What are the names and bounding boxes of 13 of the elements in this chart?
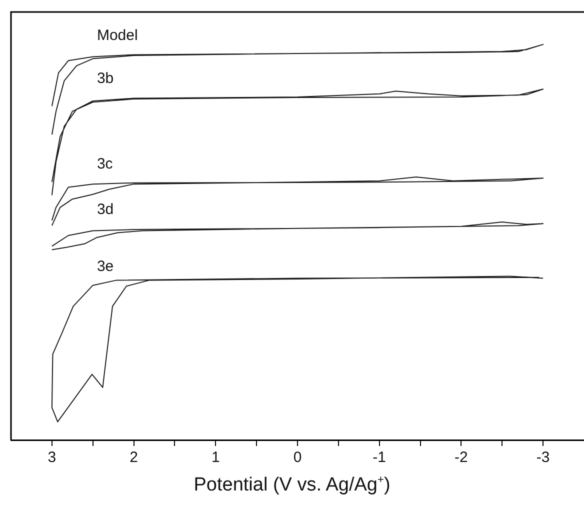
x-tick-label: -3 xyxy=(536,449,550,466)
x-tick-label: 0 xyxy=(293,449,302,466)
series-label: 3e xyxy=(96,258,114,275)
x-tick-label: 3 xyxy=(48,449,56,466)
x-tick-label: -1 xyxy=(372,449,386,466)
x-tick-label: 1 xyxy=(211,449,220,466)
x-tick-label: -2 xyxy=(454,449,468,466)
x-axis-title: Potential (V vs. Ag/Ag$^{+}$) xyxy=(192,474,392,496)
series-label: Model xyxy=(96,27,138,44)
series-label: 3b xyxy=(96,70,114,87)
x-tick-label: 2 xyxy=(130,449,138,466)
series-label: 3c xyxy=(96,156,114,173)
series-label: 3d xyxy=(96,201,114,218)
